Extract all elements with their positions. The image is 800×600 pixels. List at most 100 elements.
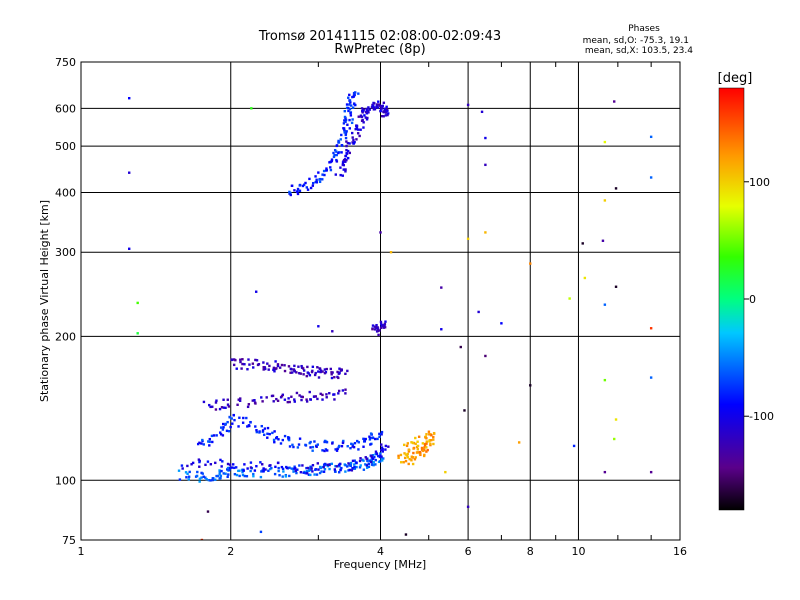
trace-point [293, 364, 296, 368]
trace-point [310, 370, 314, 374]
scatter-point [613, 100, 616, 103]
trace-point [379, 460, 382, 463]
trace-point [208, 403, 211, 407]
trace-point [259, 461, 262, 464]
trace-point [221, 460, 224, 463]
trace-point [287, 438, 291, 442]
trace-point [306, 466, 310, 470]
trace-point [224, 406, 227, 410]
trace-point [284, 475, 288, 478]
trace-point [290, 184, 294, 187]
trace-point [330, 376, 334, 380]
trace-point [188, 470, 191, 474]
trace-point [272, 368, 275, 372]
trace-point [249, 421, 252, 424]
trace-point [429, 442, 432, 446]
scatter-point [500, 322, 503, 325]
trace-point [376, 106, 380, 109]
trace-point [301, 464, 304, 467]
trace-point [247, 358, 250, 361]
trace-point [229, 425, 232, 429]
trace-point [219, 433, 223, 436]
scatter-point [317, 325, 320, 328]
trace-point [249, 469, 252, 473]
trace-point [202, 443, 205, 446]
trace-point [310, 467, 313, 470]
axis-ticks: 1 2 4 6 8 10 16 75 100 200 300 400 500 600 750 [55, 56, 687, 558]
trace-point [219, 474, 223, 478]
trace-point [340, 444, 344, 448]
trace-point [416, 444, 420, 448]
trace-point [329, 367, 333, 371]
trace-point [314, 468, 318, 471]
trace-point [410, 441, 413, 444]
trace-point [332, 393, 335, 396]
trace-point [411, 456, 414, 459]
scatter-point [649, 176, 653, 179]
trace-point [305, 472, 309, 475]
trace-point [332, 151, 335, 155]
trace-point [344, 154, 348, 158]
trace-point [218, 407, 222, 411]
trace-point [282, 470, 285, 473]
trace-point [344, 170, 347, 173]
trace-point [309, 186, 313, 190]
trace-point [318, 471, 322, 475]
trace-point [348, 108, 352, 111]
trace-point [326, 464, 330, 468]
trace-point [218, 470, 221, 474]
trace-point [237, 469, 240, 473]
trace-point [342, 127, 345, 130]
trace-point [362, 468, 366, 471]
trace-point [381, 325, 385, 328]
trace-point [374, 325, 377, 329]
trace-point [293, 189, 296, 192]
trace-point [305, 374, 308, 378]
trace-point [314, 395, 317, 398]
trace-point [380, 443, 383, 446]
trace-point [381, 450, 384, 453]
trace-point [208, 444, 211, 447]
trace-point [317, 370, 320, 373]
trace-point [239, 358, 242, 361]
trace-point [321, 370, 324, 373]
trace-point [382, 457, 385, 460]
colorbar-tick-label: -100 [749, 410, 774, 423]
trace-point [241, 473, 245, 477]
trace-point [239, 360, 242, 364]
trace-point [425, 446, 428, 449]
trace-point [406, 442, 410, 445]
trace-point [204, 476, 207, 479]
trace-point [339, 166, 342, 169]
trace-point [251, 362, 255, 365]
trace-point [278, 366, 282, 369]
trace-point [264, 367, 267, 371]
trace-point [265, 396, 268, 399]
trace-point [379, 454, 382, 457]
trace-point [324, 448, 328, 451]
trace-point [325, 169, 328, 172]
trace-point [330, 159, 334, 163]
trace-point [372, 104, 375, 108]
trace-point [323, 368, 327, 371]
trace-point [344, 372, 347, 376]
trace-point [325, 167, 328, 170]
trace-point [220, 465, 223, 468]
trace-point [344, 168, 347, 171]
trace-point [279, 442, 283, 445]
x-tick-label: 8 [527, 545, 534, 558]
scatter-point [614, 285, 618, 288]
trace-point [347, 106, 350, 110]
trace-point [276, 364, 280, 368]
trace-point [342, 168, 345, 171]
trace-point [345, 152, 348, 155]
trace-point [301, 184, 305, 188]
trace-point [328, 392, 331, 395]
trace-point [378, 435, 381, 439]
trace-point [367, 111, 370, 114]
trace-point [302, 471, 305, 474]
trace-point [378, 455, 382, 459]
trace-point [225, 429, 229, 433]
trace-point [373, 108, 377, 111]
trace-point [337, 141, 340, 144]
